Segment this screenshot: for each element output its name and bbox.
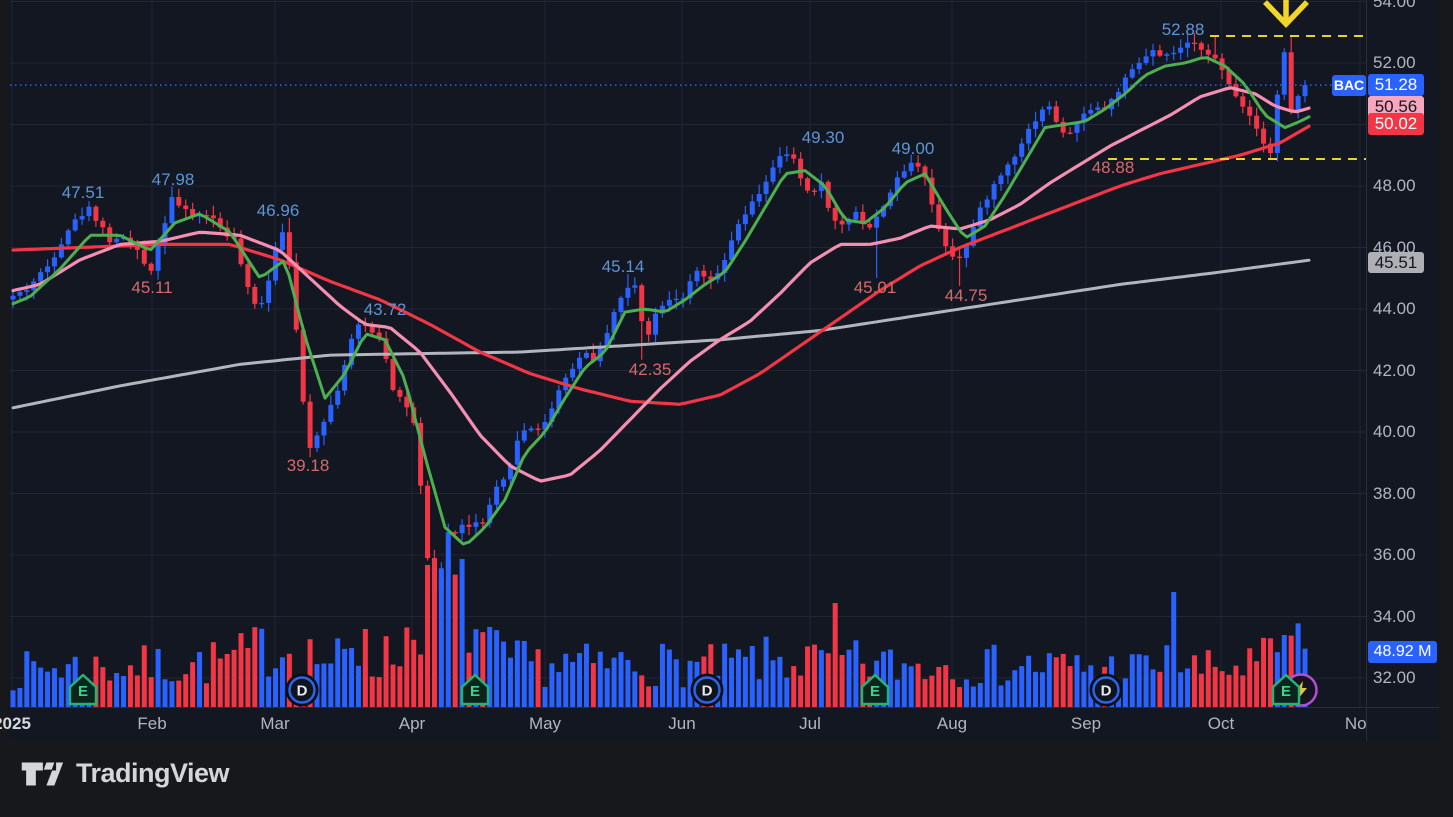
- pivot-low-label: 45.11: [131, 278, 173, 297]
- price-tick-label: 36.00: [1373, 545, 1416, 564]
- pivot-low-label: 44.75: [944, 286, 988, 305]
- time-tick-month: Jul: [799, 714, 821, 733]
- svg-text:E: E: [870, 683, 880, 700]
- time-tick-month: Feb: [137, 714, 167, 733]
- earnings-event-icon[interactable]: E: [1271, 673, 1301, 706]
- ma-200-line: [11, 258, 1311, 410]
- time-tick-month: Apr: [398, 714, 426, 733]
- tradingview-logo-text: TradingView: [76, 758, 230, 788]
- ma50-value-badge: 50.02: [1368, 113, 1424, 135]
- pivot-high-label: 45.14: [601, 257, 645, 276]
- price-tick-label: 46.00: [1373, 237, 1416, 257]
- svg-text:D: D: [702, 683, 713, 700]
- down-arrow-drawing[interactable]: [1263, 0, 1309, 28]
- dividend-event-icon[interactable]: D: [690, 673, 724, 707]
- pivot-high-label: 49.30: [801, 128, 845, 147]
- ma-10-line: [11, 56, 1311, 546]
- grid-lines: [10, 0, 1366, 707]
- pivot-high-label: 47.98: [151, 170, 195, 189]
- ma20-value-badge: 50.56: [1368, 96, 1424, 118]
- svg-text:E: E: [470, 683, 480, 700]
- tradingview-logo[interactable]: TradingView: [20, 758, 230, 789]
- dividend-event-icon[interactable]: D: [1089, 673, 1123, 707]
- ma-20-line: [11, 86, 1311, 483]
- ma200-value-badge: 45.51: [1368, 252, 1424, 273]
- time-tick-month: Nov: [1344, 714, 1367, 733]
- price-tick-label: 34.00: [1373, 606, 1416, 626]
- candles: [10, 32, 1308, 609]
- time-axis-separator: [10, 707, 1439, 708]
- price-tick-label: 42.00: [1373, 360, 1416, 380]
- time-tick-month: Mar: [260, 714, 290, 733]
- pivot-high-label: 43.72: [363, 300, 407, 319]
- volume-value-badge: 48.92 M: [1368, 641, 1437, 663]
- svg-text:E: E: [78, 683, 88, 700]
- price-tick-label: 32.00: [1373, 668, 1416, 687]
- time-tick-month: Aug: [936, 714, 968, 733]
- time-tick-month: Sep: [1070, 714, 1102, 733]
- last-price-badge: 51.28: [1368, 74, 1424, 96]
- symbol-price-flag: BAC: [1332, 75, 1366, 96]
- tradingview-logo-mark: [21, 762, 64, 785]
- price-tick-label: 44.00: [1373, 299, 1416, 318]
- earnings-event-icon[interactable]: E: [860, 673, 890, 706]
- price-tick-label: 40.00: [1373, 422, 1416, 441]
- pivot-low-label: 48.88: [1091, 158, 1135, 177]
- pivot-high-label: 49.00: [891, 139, 935, 158]
- pivot-high-label: 47.51: [61, 183, 105, 202]
- time-tick-year: 2025: [0, 714, 31, 733]
- ma-50-line: [11, 124, 1311, 406]
- price-tick-label: 48.00: [1373, 176, 1416, 195]
- time-axis[interactable]: 2025 Feb Mar Apr May Jun Jul Aug Sep Oct Nov: [0, 707, 1367, 741]
- svg-text:D: D: [1101, 683, 1112, 700]
- dividend-event-icon[interactable]: D: [285, 673, 319, 707]
- pivot-low-label: 42.35: [628, 360, 672, 379]
- svg-text:D: D: [297, 683, 308, 700]
- price-tick-label: 54.00: [1373, 0, 1416, 11]
- pivot-high-label: 52.88: [1161, 20, 1205, 39]
- earnings-event-icon[interactable]: E: [460, 673, 490, 706]
- earnings-event-icon[interactable]: E: [68, 673, 98, 706]
- pivot-high-label: 46.96: [256, 201, 300, 220]
- svg-text:E: E: [1281, 683, 1291, 700]
- pivot-low-label: 45.01: [853, 278, 897, 297]
- time-tick-month: Jun: [668, 714, 696, 733]
- pivot-low-label: 39.18: [286, 456, 330, 475]
- price-axis-separator: [1366, 0, 1367, 741]
- time-tick-month: Oct: [1207, 714, 1235, 733]
- price-tick-label: 38.00: [1373, 483, 1416, 503]
- price-tick-label: 52.00: [1373, 53, 1416, 72]
- time-tick-month: May: [528, 714, 562, 733]
